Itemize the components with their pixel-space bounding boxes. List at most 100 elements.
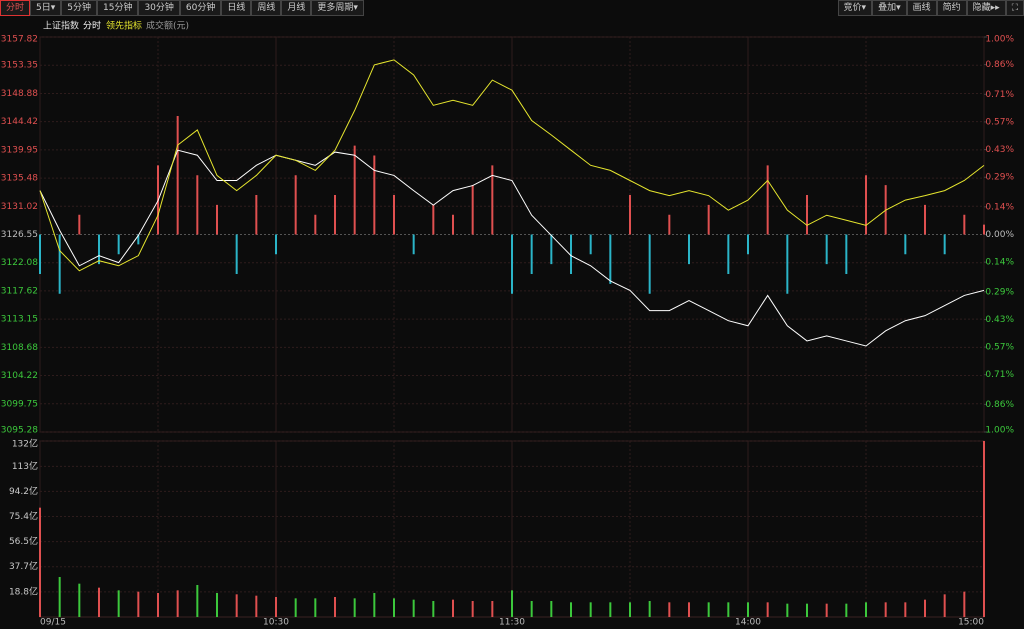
breadth-bar xyxy=(471,185,474,235)
volume-bar xyxy=(570,602,572,617)
breadth-bar xyxy=(216,204,218,235)
breadth-bar xyxy=(924,204,926,235)
period-toolbar: 分时 5日▾ 5分钟 15分钟 30分钟 60分钟 日线 周线 月线 更多周期▾ xyxy=(0,0,364,16)
y-tick-label: 3148.88 xyxy=(1,89,38,99)
price-line xyxy=(39,59,985,272)
volume-bar xyxy=(235,594,238,617)
breadth-bar xyxy=(294,175,297,235)
breadth-bar xyxy=(904,234,907,255)
tool-button[interactable]: 竞价▾ xyxy=(837,0,873,16)
x-tick-label: 11:30 xyxy=(499,618,525,628)
volume-bar xyxy=(471,601,474,617)
tool-button[interactable]: 画线 xyxy=(906,0,937,16)
volume-bar xyxy=(98,587,100,617)
volume-bar xyxy=(806,603,808,617)
y2-tick-label: 0.14% xyxy=(985,258,1014,268)
breadth-bar xyxy=(530,234,533,274)
volume-bar xyxy=(275,597,277,617)
y2-tick-label: 0.00% xyxy=(985,230,1014,240)
volume-bar xyxy=(530,601,533,617)
tool-button[interactable]: 简约 xyxy=(936,0,967,16)
y2-tick-label: 0.86% xyxy=(985,60,1014,70)
volume-bar xyxy=(39,507,41,617)
y-tick-label: 3099.75 xyxy=(1,399,38,409)
breadth-bar xyxy=(825,234,828,265)
y-tick-label: 37.7亿 xyxy=(9,560,38,572)
volume-bar xyxy=(766,602,769,617)
period-button[interactable]: 5日▾ xyxy=(30,0,62,16)
legend-entry: 领先指标 xyxy=(106,20,142,32)
y2-tick-label: 0.71% xyxy=(985,370,1014,380)
y-tick-label: 3122.08 xyxy=(1,258,38,268)
breadth-bar xyxy=(727,234,730,274)
tool-toolbar: 竞价▾ 叠加▾ 画线 简约 隐藏▸▸ ⛶ xyxy=(837,0,1024,16)
period-button[interactable]: 5分钟 xyxy=(61,0,97,16)
volume-bar xyxy=(983,441,985,617)
period-button[interactable]: 15分钟 xyxy=(97,0,139,16)
breadth-bar xyxy=(412,234,415,255)
period-button[interactable]: 周线 xyxy=(251,0,282,16)
volume-bar xyxy=(334,597,336,617)
y-tick-label: 132亿 xyxy=(12,438,38,450)
breadth-bar xyxy=(943,234,946,255)
legend-entry: 分时 xyxy=(83,20,101,32)
volume-bar xyxy=(491,601,494,617)
breadth-bar xyxy=(786,234,789,294)
y2-tick-label: 0.29% xyxy=(985,173,1014,183)
y-tick-label: 3104.22 xyxy=(1,371,38,381)
period-button[interactable]: 更多周期▾ xyxy=(311,0,364,16)
breadth-bar xyxy=(137,234,140,245)
volume-bar xyxy=(865,602,867,617)
volume-bar xyxy=(963,591,966,617)
breadth-bar xyxy=(806,195,808,235)
volume-bar xyxy=(314,598,317,617)
volume-bar xyxy=(511,590,513,617)
breadth-bar xyxy=(550,234,553,265)
breadth-bar xyxy=(629,195,631,235)
breadth-bar xyxy=(334,195,336,235)
volume-bar xyxy=(412,599,415,617)
y-tick-label: 3117.62 xyxy=(1,286,38,296)
fullscreen-button[interactable]: ⛶ xyxy=(1005,0,1024,16)
period-button[interactable]: 日线 xyxy=(221,0,252,16)
x-tick-label: 10:30 xyxy=(263,618,289,628)
breadth-bar xyxy=(648,234,651,294)
volume-bar xyxy=(432,601,435,617)
x-tick-label: 15:00 xyxy=(958,618,984,628)
tool-button[interactable]: 隐藏▸▸ xyxy=(966,0,1006,16)
volume-subtitle: 成交额(元) xyxy=(146,20,189,32)
volume-bar xyxy=(845,603,848,617)
breadth-bar xyxy=(275,234,277,255)
y2-tick-label: 0.71% xyxy=(985,90,1014,100)
breadth-bar xyxy=(983,224,985,235)
breadth-bar xyxy=(314,214,317,235)
y-tick-label: 94.2亿 xyxy=(9,485,38,497)
period-button[interactable]: 分时 xyxy=(0,0,31,16)
breadth-bar xyxy=(393,195,395,235)
breadth-bar xyxy=(176,116,179,235)
breadth-bar xyxy=(668,214,671,235)
period-button[interactable]: 30分钟 xyxy=(138,0,180,16)
tool-button[interactable]: 叠加▾ xyxy=(872,0,907,16)
breadth-bar xyxy=(353,145,356,235)
volume-bar xyxy=(609,602,612,617)
volume-bar xyxy=(648,601,651,617)
y-tick-label: 75.4亿 xyxy=(9,510,38,522)
y2-tick-label: 1.00% xyxy=(985,35,1014,45)
y2-tick-label: 0.86% xyxy=(985,400,1014,410)
y-tick-label: 3144.42 xyxy=(1,117,38,127)
breadth-bar xyxy=(865,175,867,235)
breadth-bar xyxy=(117,234,120,255)
period-button[interactable]: 60分钟 xyxy=(179,0,222,16)
breadth-bar xyxy=(688,234,690,265)
volume-bar xyxy=(117,590,120,617)
y-tick-label: 3153.35 xyxy=(1,61,38,71)
period-button[interactable]: 月线 xyxy=(281,0,312,16)
volume-bar xyxy=(137,591,140,617)
volume-bar xyxy=(727,602,730,617)
volume-bar xyxy=(294,598,297,617)
breadth-bar xyxy=(235,234,238,274)
volume-bar xyxy=(825,603,828,617)
breadth-bar xyxy=(511,234,513,294)
